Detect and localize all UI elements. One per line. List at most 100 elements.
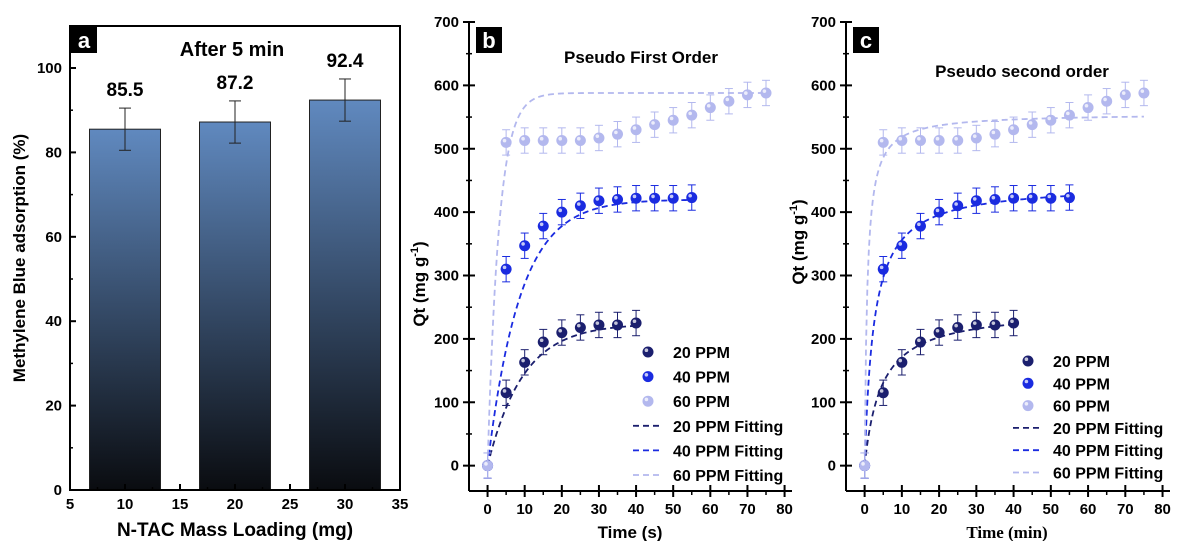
- legend: 20 PPM 40 PPM 60 PPM 20 PPM Fitting 40 PPM F…: [633, 345, 783, 485]
- point-highlight: [917, 136, 921, 141]
- y-tick-label: 700: [811, 14, 836, 31]
- data-point: [667, 114, 679, 126]
- point-highlight: [558, 136, 563, 141]
- data-point: [537, 220, 549, 232]
- data-point: [989, 128, 1001, 140]
- point-highlight: [1010, 126, 1014, 130]
- point-highlight: [558, 208, 563, 213]
- data-point: [1138, 87, 1150, 99]
- point-highlight: [898, 136, 903, 141]
- point-highlight: [651, 121, 655, 125]
- data-point: [1026, 119, 1038, 131]
- y-tick-label: 0: [451, 458, 459, 475]
- point-highlight: [1047, 116, 1052, 121]
- data-point: [593, 319, 605, 331]
- data-label: 87.2: [217, 73, 254, 94]
- point-highlight: [484, 462, 488, 466]
- point-highlight: [539, 222, 544, 227]
- y-tick-label: 0: [828, 458, 836, 475]
- point-highlight: [539, 136, 544, 141]
- data-point: [630, 317, 642, 329]
- point-highlight: [725, 97, 730, 102]
- panel-b: 0 10 20 30 40 50 60 70 80 0 100 200 300 400 500 600 700 b…: [409, 14, 793, 541]
- legend-marker: [1022, 400, 1034, 412]
- data-point: [914, 135, 926, 147]
- data-label: 85.5: [107, 80, 144, 101]
- data-point: [914, 336, 926, 348]
- x-tick-label: 0: [860, 501, 868, 518]
- point-highlight: [1010, 319, 1014, 324]
- point-highlight: [706, 103, 711, 108]
- legend-marker: [642, 395, 654, 407]
- data-point: [1045, 114, 1057, 126]
- y-tick-label: 300: [434, 268, 459, 285]
- data-point: [649, 119, 661, 131]
- point-highlight: [521, 358, 525, 363]
- legend-label: 40 PPM Fitting: [1053, 443, 1163, 460]
- panel-label-box: [853, 27, 879, 53]
- bar: [89, 128, 161, 491]
- point-highlight: [1047, 194, 1052, 199]
- data-point: [704, 102, 716, 114]
- data-point: [519, 135, 531, 147]
- point-highlight: [879, 265, 884, 270]
- x-tick-label: 80: [776, 501, 793, 518]
- x-tick-label: 35: [392, 496, 409, 513]
- point-highlight: [1084, 103, 1089, 108]
- point-highlight: [879, 389, 884, 393]
- point-highlight: [595, 134, 600, 138]
- y-tick-label: 40: [45, 313, 62, 330]
- data-point: [1045, 192, 1057, 204]
- legend-label: 60 PPM Fitting: [673, 468, 783, 485]
- data-point: [989, 319, 1001, 331]
- data-point: [556, 135, 568, 147]
- point-highlight: [669, 116, 674, 121]
- data-point: [741, 89, 753, 101]
- data-point: [1026, 192, 1038, 204]
- point-highlight: [954, 323, 958, 328]
- point-highlight: [651, 194, 655, 199]
- panel-label: b: [482, 28, 495, 53]
- data-point: [896, 356, 908, 368]
- data-point: [933, 206, 945, 218]
- data-point: [574, 321, 586, 333]
- data-point: [1008, 317, 1020, 329]
- y-tick-label: 400: [811, 204, 836, 221]
- data-point: [1008, 124, 1020, 136]
- chart-title: Pseudo second order: [935, 62, 1109, 81]
- point-highlight: [917, 338, 921, 343]
- data-point: [686, 192, 698, 204]
- data-point: [859, 460, 871, 472]
- chart-title: Pseudo First Order: [564, 48, 718, 67]
- point-highlight: [762, 89, 767, 93]
- y-tick-label: 60: [45, 229, 62, 246]
- point-highlight: [502, 138, 507, 143]
- x-tick-label: 25: [282, 496, 299, 513]
- point-highlight: [614, 321, 618, 325]
- panel-label-box: [71, 27, 97, 53]
- legend-marker-highlight: [644, 373, 649, 377]
- data-point: [933, 135, 945, 147]
- x-tick-label: 20: [553, 501, 570, 518]
- x-tick-label: 15: [172, 496, 189, 513]
- point-highlight: [688, 111, 692, 116]
- legend-label: 40 PPM Fitting: [673, 443, 783, 460]
- point-highlight: [879, 138, 884, 143]
- x-tick-label: 30: [337, 496, 354, 513]
- y-axis-label-superscript: -1: [409, 247, 421, 257]
- x-axis-label: Time (min): [966, 523, 1047, 541]
- data-point: [500, 263, 512, 275]
- point-highlight: [1010, 194, 1014, 199]
- point-highlight: [521, 136, 525, 141]
- data-point: [649, 192, 661, 204]
- data-point: [1101, 95, 1113, 107]
- fit-curve: [486, 92, 767, 466]
- y-axis-label: Qt (mg g-1): [409, 241, 429, 326]
- x-tick-label: 10: [117, 496, 134, 513]
- y-tick-label: 300: [811, 268, 836, 285]
- point-highlight: [972, 321, 977, 325]
- data-point: [952, 321, 964, 333]
- point-highlight: [595, 321, 600, 325]
- y-tick-label: 0: [54, 482, 62, 499]
- data-point: [952, 135, 964, 147]
